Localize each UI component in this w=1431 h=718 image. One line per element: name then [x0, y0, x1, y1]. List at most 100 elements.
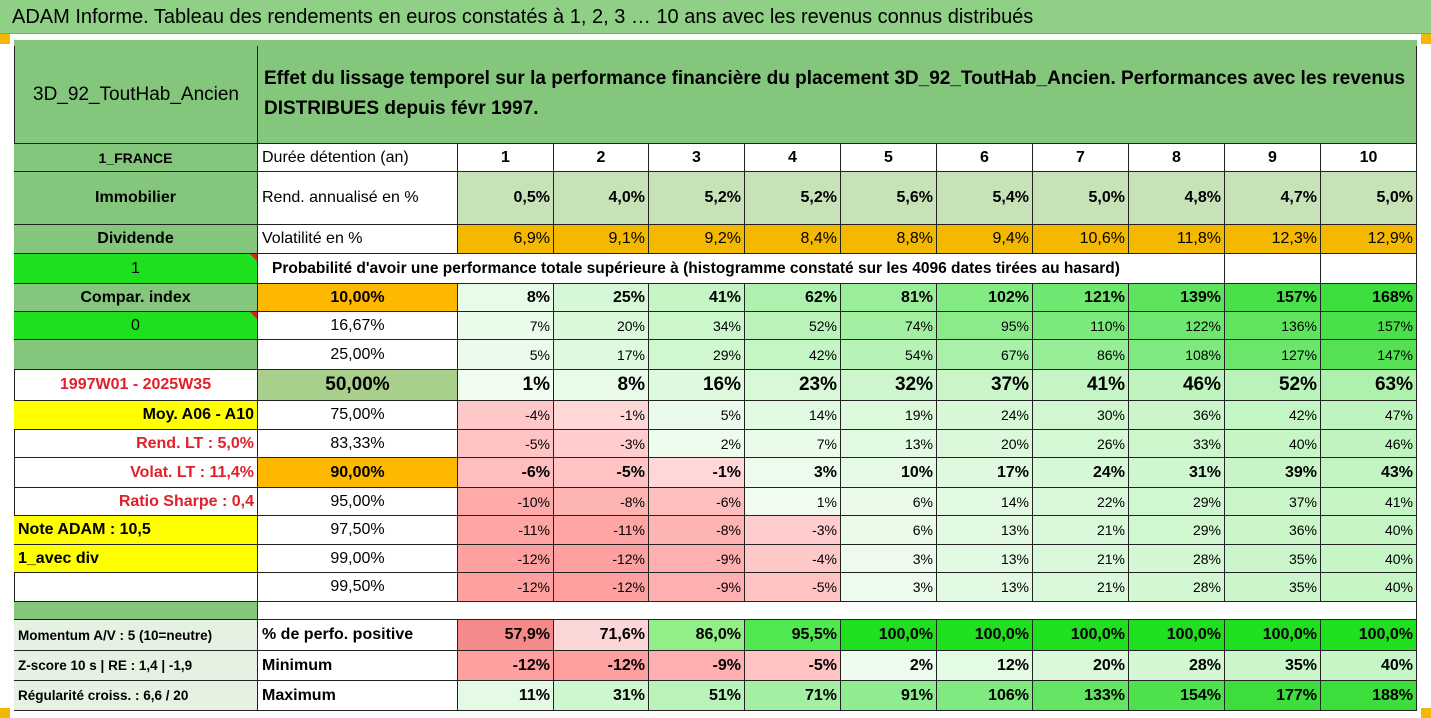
proba-value: 43% — [1321, 458, 1417, 488]
summary-value: 100,0% — [841, 620, 937, 651]
proba-value: 19% — [841, 401, 937, 430]
summary-value: 12% — [937, 651, 1033, 681]
proba-value: -3% — [554, 430, 649, 458]
volat-value: 12,3% — [1225, 225, 1321, 254]
proba-threshold: 95,00% — [258, 488, 458, 516]
left-label-0: Compar. index — [14, 284, 258, 312]
proba-value: 39% — [1225, 458, 1321, 488]
proba-value: 26% — [1033, 430, 1129, 458]
year-header-8: 8 — [1129, 144, 1225, 172]
summary-value: -12% — [554, 651, 649, 681]
volat-value: 8,8% — [841, 225, 937, 254]
proba-value: -10% — [458, 488, 554, 516]
volat-value: 6,9% — [458, 225, 554, 254]
income-type-label: Dividende — [14, 225, 258, 254]
summary-value: 100,0% — [1033, 620, 1129, 651]
year-header-10: 10 — [1321, 144, 1417, 172]
year-header-1: 1 — [458, 144, 554, 172]
summary-value: -9% — [649, 651, 745, 681]
proba-value: 21% — [1033, 573, 1129, 602]
summary-value: 154% — [1129, 681, 1225, 711]
proba-value: 8% — [458, 284, 554, 312]
proba-value: 67% — [937, 340, 1033, 370]
proba-value: 13% — [841, 430, 937, 458]
summary-left-label: Z-score 10 s | RE : 1,4 | -1,9 — [14, 651, 258, 681]
volat-value: 11,8% — [1129, 225, 1225, 254]
country-label: 1_FRANCE — [14, 144, 258, 172]
left-label-5: Rend. LT : 5,0% — [14, 430, 258, 458]
summary-value: 57,9% — [458, 620, 554, 651]
proba-value: -12% — [458, 545, 554, 573]
proba-threshold: 16,67% — [258, 312, 458, 340]
report-title: ADAM Informe. Tableau des rendements en … — [0, 0, 1431, 34]
proba-value: 63% — [1321, 370, 1417, 401]
summary-value: 100,0% — [937, 620, 1033, 651]
proba-value: -12% — [458, 573, 554, 602]
proba-threshold: 99,50% — [258, 573, 458, 602]
proba-value: 136% — [1225, 312, 1321, 340]
proba-value: 13% — [937, 573, 1033, 602]
proba-value: 41% — [649, 284, 745, 312]
proba-value: 6% — [841, 488, 937, 516]
proba-value: 30% — [1033, 401, 1129, 430]
proba-value: 13% — [937, 545, 1033, 573]
proba-value: 24% — [1033, 458, 1129, 488]
proba-value: 37% — [1225, 488, 1321, 516]
proba-value: 110% — [1033, 312, 1129, 340]
volat-value: 10,6% — [1033, 225, 1129, 254]
proba-value: 95% — [937, 312, 1033, 340]
volat-value: 8,4% — [745, 225, 841, 254]
proba-value: 3% — [841, 573, 937, 602]
proba-threshold: 90,00% — [258, 458, 458, 488]
header-strip — [14, 40, 1417, 46]
proba-threshold: 97,50% — [258, 516, 458, 545]
proba-value: 29% — [649, 340, 745, 370]
corner-marker-bottom-right — [1421, 708, 1431, 718]
proba-value: 21% — [1033, 516, 1129, 545]
proba-value: 127% — [1225, 340, 1321, 370]
proba-value: 74% — [841, 312, 937, 340]
summary-value: 71% — [745, 681, 841, 711]
proba-value: 147% — [1321, 340, 1417, 370]
proba-value: -8% — [649, 516, 745, 545]
year-header-6: 6 — [937, 144, 1033, 172]
proba-value: -12% — [554, 545, 649, 573]
proba-value: 25% — [554, 284, 649, 312]
proba-value: -11% — [554, 516, 649, 545]
proba-value: 10% — [841, 458, 937, 488]
proba-value: 40% — [1321, 545, 1417, 573]
proba-value: 157% — [1321, 312, 1417, 340]
proba-value: 24% — [937, 401, 1033, 430]
proba-value: 14% — [937, 488, 1033, 516]
rend-value: 5,2% — [745, 172, 841, 225]
proba-value: 121% — [1033, 284, 1129, 312]
proba-value: 2% — [649, 430, 745, 458]
proba-value: -6% — [458, 458, 554, 488]
summary-value: 28% — [1129, 651, 1225, 681]
rend-value: 5,6% — [841, 172, 937, 225]
proba-value: -5% — [458, 430, 554, 458]
summary-value: 177% — [1225, 681, 1321, 711]
proba-value: -12% — [554, 573, 649, 602]
proba-value: 36% — [1225, 516, 1321, 545]
volat-value: 9,2% — [649, 225, 745, 254]
proba-value: 3% — [841, 545, 937, 573]
fund-description: Effet du lissage temporel sur la perform… — [258, 46, 1417, 144]
summary-value: 100,0% — [1129, 620, 1225, 651]
rend-value: 5,0% — [1321, 172, 1417, 225]
proba-value: -9% — [649, 545, 745, 573]
proba-value: 62% — [745, 284, 841, 312]
rend-value: 4,7% — [1225, 172, 1321, 225]
left-label-1: 0 — [14, 312, 258, 340]
proba-value: 40% — [1321, 573, 1417, 602]
year-header-4: 4 — [745, 144, 841, 172]
rend-value: 5,0% — [1033, 172, 1129, 225]
summary-value: 11% — [458, 681, 554, 711]
proba-value: 3% — [745, 458, 841, 488]
summary-value: 35% — [1225, 651, 1321, 681]
proba-threshold: 83,33% — [258, 430, 458, 458]
fund-name: 3D_92_ToutHab_Ancien — [14, 46, 258, 144]
proba-value: 5% — [649, 401, 745, 430]
proba-value: 157% — [1225, 284, 1321, 312]
proba-value: 32% — [841, 370, 937, 401]
